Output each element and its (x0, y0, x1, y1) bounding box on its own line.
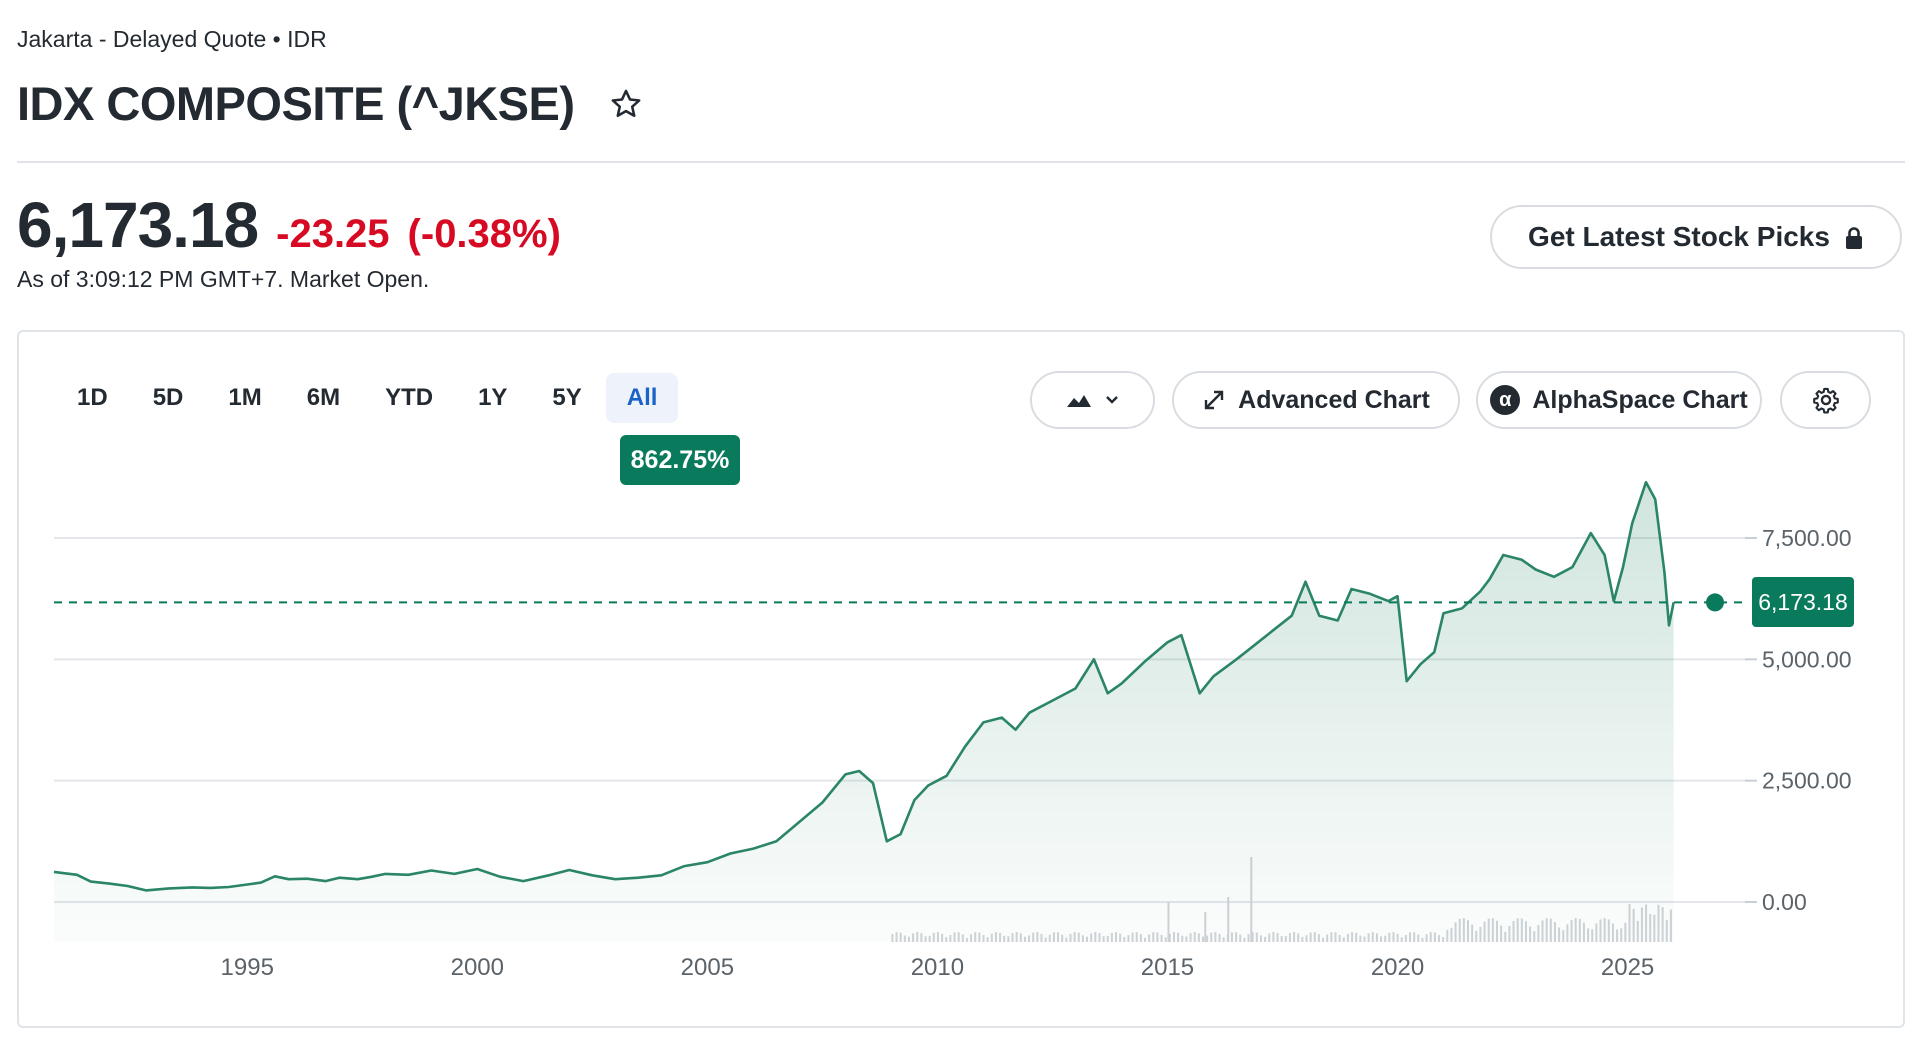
range-return-badge: 862.75% (620, 435, 740, 485)
quote-row: 6,173.18 -23.25 (-0.38%) (17, 188, 561, 262)
x-tick-label: 2015 (1141, 954, 1194, 981)
y-tick-label: 7,500.00 (1762, 525, 1852, 551)
divider (17, 161, 1905, 163)
alphaspace-chart-button[interactable]: α AlphaSpace Chart (1476, 371, 1762, 429)
advanced-chart-button[interactable]: Advanced Chart (1172, 371, 1460, 429)
picks-label: Get Latest Stock Picks (1528, 221, 1830, 252)
chart-type-dropdown[interactable] (1030, 371, 1155, 429)
x-tick-label: 2005 (681, 954, 734, 981)
range-5d[interactable]: 5D (152, 384, 184, 411)
range-ytd[interactable]: YTD (385, 384, 434, 411)
y-axis: 0.00 2,500.00 5,000.00 7,500.00 (1745, 525, 1852, 915)
x-tick-label: 1995 (221, 954, 274, 981)
last-price-label: 6,173.18 (1752, 577, 1854, 628)
price-line (53, 480, 1675, 892)
title-row: IDX COMPOSITE (^JKSE) (17, 76, 643, 131)
price-change: -23.25 (276, 212, 390, 256)
range-1m[interactable]: 1M (228, 384, 262, 411)
expand-icon (1204, 390, 1224, 410)
star-icon[interactable] (609, 87, 643, 121)
alpha-icon: α (1490, 385, 1521, 415)
gear-icon (1812, 387, 1839, 414)
last-price-marker (1706, 593, 1724, 612)
alphaspace-chart-label: AlphaSpace Chart (1532, 385, 1748, 414)
exchange-line: Jakarta - Delayed Quote • IDR (17, 26, 327, 52)
range-1d[interactable]: 1D (77, 384, 108, 411)
lock-icon (1844, 225, 1864, 249)
range-all[interactable]: All (605, 373, 679, 423)
y-tick-label: 5,000.00 (1762, 646, 1852, 672)
page-title: IDX COMPOSITE (^JKSE) (17, 77, 575, 130)
x-axis: 1995 2000 2005 2010 2015 2020 2025 (221, 954, 1655, 981)
range-6m[interactable]: 6M (306, 384, 341, 411)
price-value: 6,173.18 (17, 189, 259, 261)
chart-panel (17, 330, 1905, 1028)
range-selector: 1D 5D 1M 6M YTD 1Y 5Y All (56, 373, 681, 423)
advanced-chart-label: Advanced Chart (1238, 385, 1430, 414)
price-change-percent: (-0.38%) (407, 212, 561, 256)
range-5y[interactable]: 5Y (552, 384, 582, 411)
x-tick-label: 2000 (451, 954, 504, 981)
range-1y[interactable]: 1Y (478, 384, 508, 411)
get-latest-stock-picks-button[interactable]: Get Latest Stock Picks (1490, 205, 1902, 269)
y-tick-label: 0.00 (1762, 889, 1807, 915)
mountain-chart-icon (1066, 395, 1091, 407)
x-tick-label: 2025 (1601, 954, 1654, 981)
chevron-down-icon (1105, 396, 1118, 404)
chart-settings-button[interactable] (1780, 371, 1871, 429)
market-status: As of 3:09:12 PM GMT+7. Market Open. (17, 266, 430, 292)
price-area (54, 482, 1674, 942)
x-tick-label: 2020 (1371, 954, 1424, 981)
x-tick-label: 2010 (911, 954, 964, 981)
y-tick-label: 2,500.00 (1762, 768, 1852, 794)
